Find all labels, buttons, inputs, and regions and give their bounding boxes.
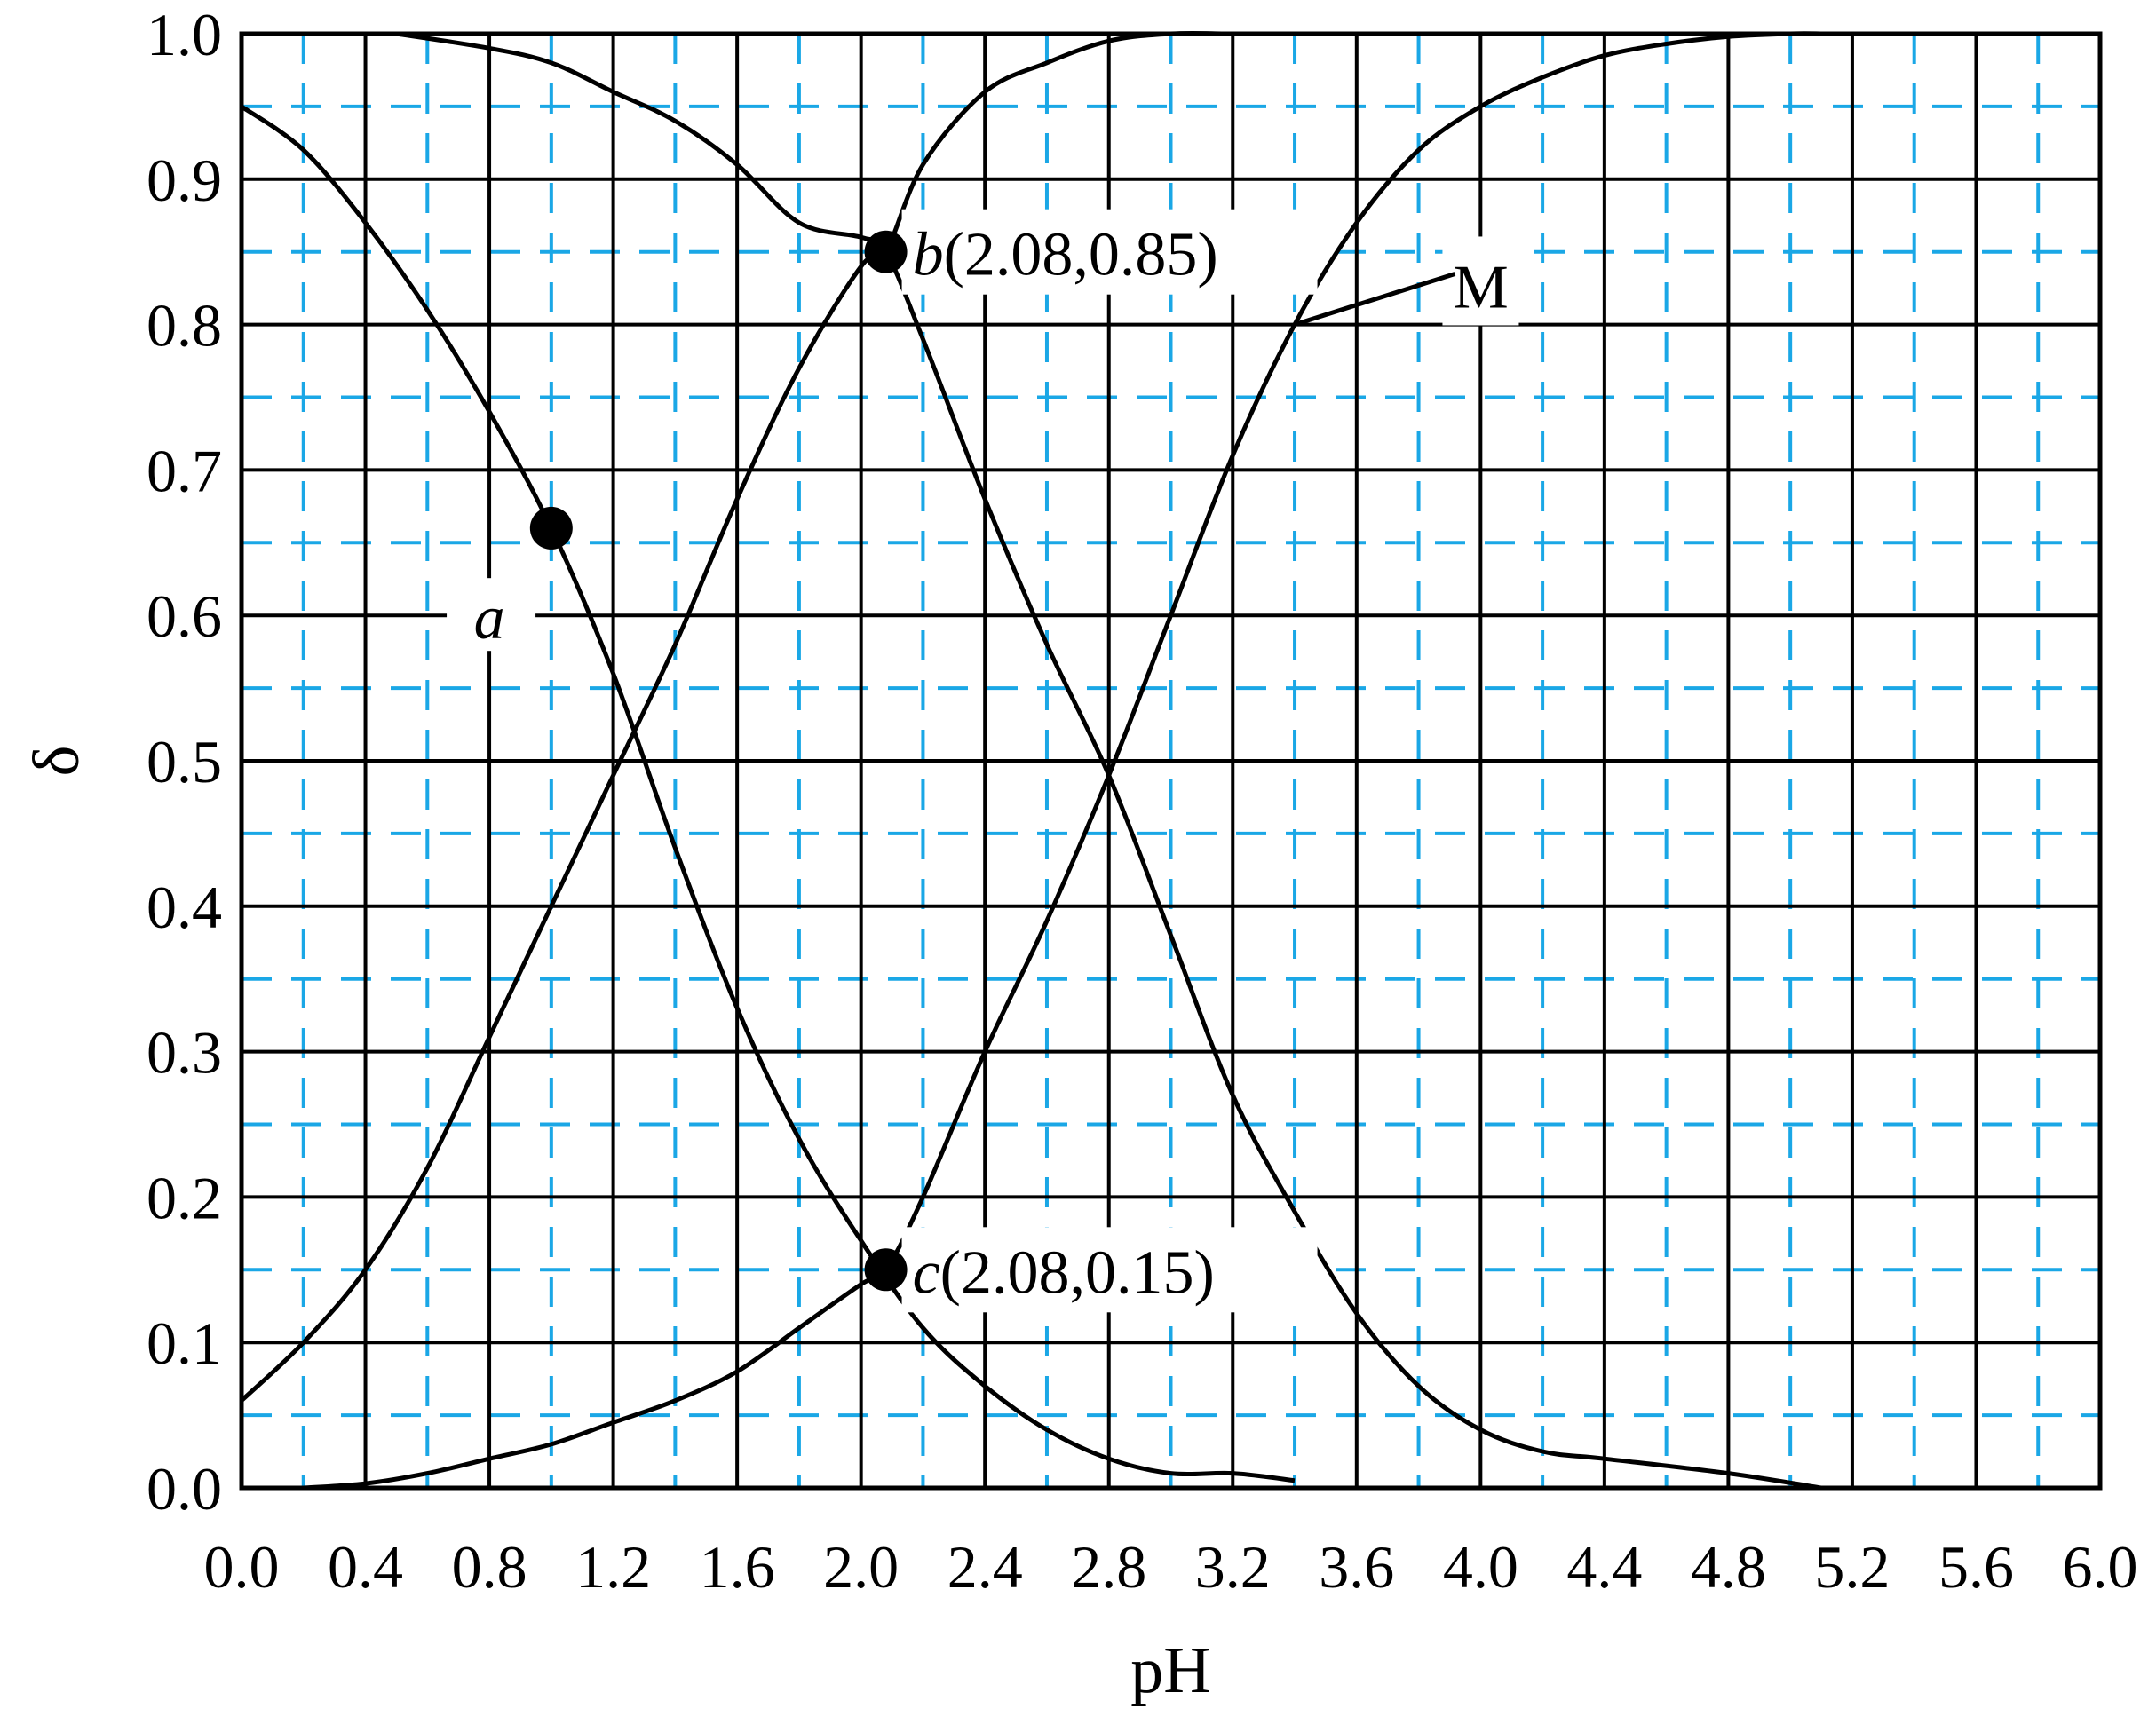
x-axis-title: pH: [1130, 1634, 1210, 1707]
point-label-bg: [447, 578, 536, 652]
y-tick-label: 0.2: [147, 1164, 222, 1231]
annotation-bg: [1442, 236, 1519, 326]
y-tick-label: 0.4: [147, 874, 222, 941]
point-label-b: b(2.08,0.85): [913, 221, 1218, 289]
x-tick-label: 1.2: [575, 1533, 651, 1601]
x-tick-label: 3.2: [1195, 1533, 1271, 1601]
x-tick-label: 4.0: [1443, 1533, 1518, 1601]
point-label-c: c(2.08,0.15): [913, 1238, 1215, 1307]
x-axis-ticks: 0.0 0.4 0.8 1.2 1.6 2.0 2.4 2.8 3.2 3.6 4.0 4.4 4.8 5…: [204, 1533, 2138, 1601]
x-tick-label: 0.8: [452, 1533, 527, 1601]
x-tick-label: 0.0: [204, 1533, 280, 1601]
point-letter: c: [913, 1238, 940, 1307]
y-axis-title: δ: [20, 746, 93, 777]
point-marker-a: [529, 506, 573, 550]
point-coords: (2.08,0.15): [940, 1238, 1215, 1307]
annotation-layer: a b(2.08,0.85) c(2.08,0.15) M: [447, 209, 1519, 1313]
annotation-pointer: [1294, 272, 1456, 327]
y-tick-label: 0.6: [147, 582, 222, 650]
point-coords: (2.08,0.85): [944, 221, 1218, 289]
x-tick-label: 5.2: [1814, 1533, 1890, 1601]
point-marker-c: [864, 1248, 908, 1292]
series-curve-3: [240, 30, 1543, 1403]
y-tick-label: 0.7: [147, 437, 222, 504]
x-tick-label: 2.0: [823, 1533, 899, 1601]
point-marker-b: [864, 230, 908, 273]
x-tick-label: 1.6: [700, 1533, 775, 1601]
point-letter: b: [913, 221, 944, 289]
series-layer: [240, 30, 1822, 1491]
y-tick-label: 1.0: [147, 1, 222, 68]
y-tick-label: 0.0: [147, 1455, 222, 1522]
x-tick-label: 0.4: [328, 1533, 403, 1601]
x-tick-label: 4.4: [1566, 1533, 1642, 1601]
y-tick-label: 0.1: [147, 1309, 222, 1377]
x-tick-label: 6.0: [2063, 1533, 2138, 1601]
series-curve-4: [303, 31, 1822, 1491]
point-label-bg: [901, 1227, 1318, 1313]
x-tick-label: 2.8: [1071, 1533, 1146, 1601]
x-tick-label: 4.8: [1691, 1533, 1766, 1601]
x-tick-label: 3.6: [1319, 1533, 1394, 1601]
point-label-bg: [901, 209, 1318, 295]
series-curve-2: [396, 31, 1822, 1491]
y-tick-label: 0.8: [147, 292, 222, 360]
annotation-label: M: [1453, 253, 1508, 321]
y-tick-label: 0.9: [147, 146, 222, 214]
x-tick-label: 2.4: [947, 1533, 1023, 1601]
x-tick-label: 5.6: [1938, 1533, 2014, 1601]
y-axis-ticks: 0.0 0.1 0.2 0.3 0.4 0.5 0.6 0.7 0.8 0.9 1.0: [147, 1, 222, 1522]
point-label-a: a: [474, 584, 505, 652]
y-tick-label: 0.3: [147, 1019, 222, 1087]
series-curve-1: [240, 104, 1296, 1483]
y-tick-label: 0.5: [147, 728, 222, 795]
